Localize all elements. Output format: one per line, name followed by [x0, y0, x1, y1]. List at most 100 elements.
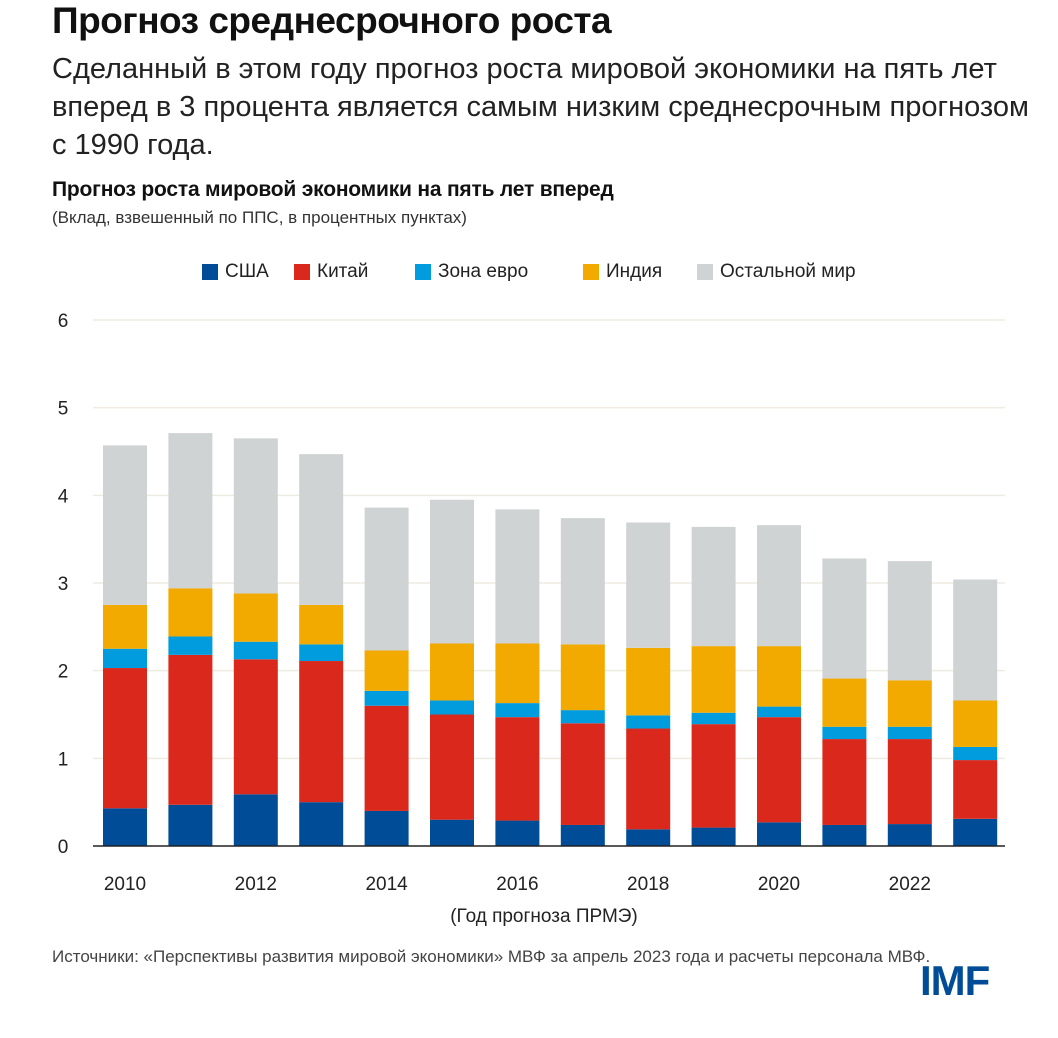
- bar-segment-usa: [560, 824, 605, 846]
- legend-swatch-euro: [415, 264, 431, 280]
- bar-stack: [103, 445, 147, 846]
- y-axis-ticks: 0 1 2 3 4 5 6: [58, 311, 69, 858]
- legend: США Китай Зона евро Индия Остальной мир: [0, 259, 1058, 285]
- bar-segment-euro: [887, 726, 932, 740]
- bar-stack: [757, 525, 801, 846]
- bar-segment-rest: [626, 522, 671, 648]
- x-tick-label: 2020: [758, 874, 800, 895]
- legend-label-euro: Зона евро: [438, 261, 529, 282]
- y-tick-label: 1: [58, 749, 69, 770]
- bar-segment-india: [430, 643, 474, 701]
- legend-item-rest: Остальной мир: [697, 259, 856, 285]
- legend-label-china: Китай: [317, 261, 369, 282]
- bar-stack: [953, 579, 998, 846]
- legend-item-euro: Зона евро: [415, 259, 528, 285]
- bar-segment-india: [757, 646, 801, 707]
- bar-stack: [233, 438, 278, 846]
- bar-segment-rest: [233, 438, 278, 594]
- bar-segment-rest: [953, 579, 998, 701]
- bar-stack: [626, 522, 671, 846]
- x-tick-label: 2014: [365, 874, 408, 895]
- y-tick-label: 4: [58, 486, 69, 507]
- chart-title: Прогноз роста мировой экономики на пять …: [52, 178, 614, 201]
- bar-segment-rest: [495, 509, 540, 644]
- legend-swatch-usa: [202, 264, 218, 280]
- bar-stack: [691, 526, 736, 846]
- bar-segment-india: [299, 604, 344, 645]
- bar-stack: [430, 499, 474, 846]
- bar-segment-china: [233, 659, 278, 795]
- bar-segment-usa: [430, 819, 474, 846]
- bar-segment-china: [953, 760, 998, 819]
- legend-swatch-china: [294, 264, 310, 280]
- bar-segment-usa: [822, 824, 867, 846]
- bar-stack: [364, 507, 409, 846]
- bar-segment-usa: [233, 794, 278, 846]
- subhead: Сделанный в этом году прогноз роста миро…: [52, 53, 1029, 161]
- legend-item-india: Индия: [583, 259, 662, 285]
- bar-segment-euro: [691, 712, 736, 725]
- bar-segment-usa: [364, 810, 409, 846]
- bar-segment-usa: [495, 820, 540, 846]
- bar-segment-china: [626, 728, 671, 830]
- chart-subtitle: (Вклад, взвешенный по ППС, в процентных …: [52, 208, 467, 227]
- imf-logo: IMF: [920, 957, 990, 1004]
- bar-segment-china: [822, 739, 867, 825]
- y-tick-label: 5: [58, 399, 69, 420]
- y-tick-label: 2: [58, 662, 69, 683]
- bar-segment-rest: [822, 558, 867, 679]
- y-tick-label: 6: [58, 311, 69, 332]
- legend-item-usa: США: [202, 259, 269, 285]
- bar-stack: [495, 509, 540, 846]
- bar-segment-rest: [364, 507, 409, 651]
- bar-segment-india: [364, 650, 409, 691]
- x-tick-label: 2016: [496, 874, 538, 895]
- bar-segment-rest: [691, 526, 736, 647]
- bar-segment-china: [103, 668, 147, 809]
- bar-segment-euro: [560, 710, 605, 724]
- legend-swatch-rest: [697, 264, 713, 280]
- legend-swatch-india: [583, 264, 599, 280]
- bar-segment-china: [168, 654, 213, 805]
- bar-segment-usa: [299, 802, 344, 846]
- bar-segment-usa: [953, 818, 998, 846]
- bar-segment-rest: [757, 525, 801, 647]
- bar-segment-usa: [626, 829, 671, 846]
- bar-segment-euro: [822, 726, 867, 740]
- legend-item-china: Китай: [294, 259, 368, 285]
- bar-segment-india: [168, 588, 213, 637]
- legend-label-usa: США: [225, 261, 269, 282]
- bar-segment-india: [233, 593, 278, 642]
- bar-segment-india: [953, 700, 998, 747]
- bar-segment-euro: [168, 636, 213, 655]
- bar-segment-euro: [495, 703, 540, 718]
- bar-segment-euro: [626, 715, 671, 729]
- bar-segment-china: [299, 661, 344, 803]
- bar-stack: [822, 558, 867, 846]
- bar-stack: [560, 518, 605, 846]
- bar-segment-rest: [103, 445, 147, 605]
- bar-segment-euro: [430, 700, 474, 715]
- bar-segment-india: [691, 646, 736, 713]
- bar-segment-usa: [168, 804, 213, 846]
- bar-segment-euro: [233, 641, 278, 660]
- y-tick-label: 0: [58, 837, 69, 858]
- bar-segment-rest: [168, 433, 213, 589]
- bar-segment-euro: [757, 706, 801, 718]
- gridlines: [93, 319, 1005, 760]
- bars: [103, 433, 998, 846]
- x-tick-label: 2018: [627, 874, 669, 895]
- bar-segment-china: [430, 714, 474, 820]
- y-tick-label: 3: [58, 574, 69, 595]
- bar-segment-china: [495, 717, 540, 821]
- x-axis-title: (Год прогноза ПРМЭ): [450, 906, 638, 927]
- legend-label-rest: Остальной мир: [720, 261, 856, 282]
- bar-segment-india: [495, 643, 540, 704]
- source-note: Источники: «Перспективы развития мировой…: [52, 947, 931, 966]
- bar-stack: [299, 454, 344, 846]
- bar-stack: [887, 561, 932, 846]
- bar-segment-usa: [887, 824, 932, 846]
- bar-segment-china: [364, 705, 409, 811]
- x-tick-label: 2012: [235, 874, 277, 895]
